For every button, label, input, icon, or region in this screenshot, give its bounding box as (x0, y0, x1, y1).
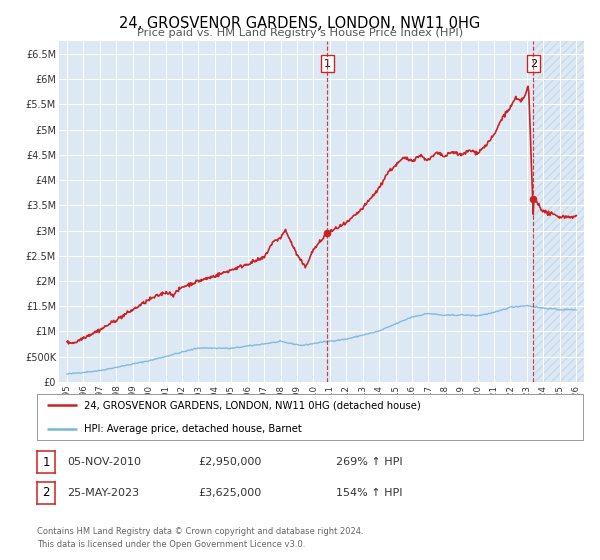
Text: 2: 2 (43, 486, 50, 500)
Bar (533, 41, 584, 382)
Bar (533, 41, 584, 382)
Text: 154% ↑ HPI: 154% ↑ HPI (336, 488, 403, 498)
Text: £2,950,000: £2,950,000 (198, 457, 262, 467)
Text: £3,625,000: £3,625,000 (198, 488, 261, 498)
Text: 1: 1 (323, 59, 331, 68)
Text: 25-MAY-2023: 25-MAY-2023 (67, 488, 139, 498)
Text: 1: 1 (43, 455, 50, 469)
Text: 05-NOV-2010: 05-NOV-2010 (67, 457, 141, 467)
Text: Contains HM Land Registry data © Crown copyright and database right 2024.: Contains HM Land Registry data © Crown c… (37, 528, 364, 536)
Text: This data is licensed under the Open Government Licence v3.0.: This data is licensed under the Open Gov… (37, 540, 305, 549)
Text: Price paid vs. HM Land Registry's House Price Index (HPI): Price paid vs. HM Land Registry's House … (137, 28, 463, 38)
Text: 24, GROSVENOR GARDENS, LONDON, NW11 0HG (detached house): 24, GROSVENOR GARDENS, LONDON, NW11 0HG … (83, 400, 421, 410)
Text: 24, GROSVENOR GARDENS, LONDON, NW11 0HG: 24, GROSVENOR GARDENS, LONDON, NW11 0HG (119, 16, 481, 31)
Text: HPI: Average price, detached house, Barnet: HPI: Average price, detached house, Barn… (83, 424, 301, 435)
Text: 269% ↑ HPI: 269% ↑ HPI (336, 457, 403, 467)
Text: 2: 2 (530, 59, 537, 68)
